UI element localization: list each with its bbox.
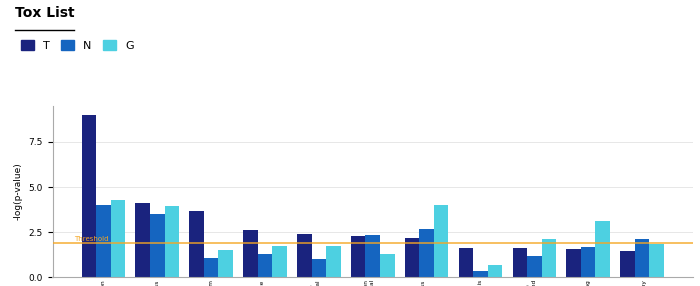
- Bar: [82, 115, 96, 277]
- Bar: [380, 254, 395, 277]
- Bar: [189, 210, 204, 277]
- Bar: [164, 206, 179, 277]
- Bar: [635, 239, 650, 277]
- Text: Threshold: Threshold: [74, 236, 108, 242]
- Bar: [111, 200, 125, 277]
- Bar: [512, 248, 527, 277]
- Bar: [351, 236, 365, 277]
- Bar: [258, 254, 272, 277]
- Bar: [136, 203, 150, 277]
- Bar: [620, 251, 635, 277]
- Bar: [150, 214, 164, 277]
- Bar: [527, 256, 542, 277]
- Bar: [566, 249, 581, 277]
- Bar: [458, 248, 473, 277]
- Text: Tox List: Tox List: [15, 6, 75, 20]
- Bar: [405, 238, 419, 277]
- Bar: [488, 265, 503, 277]
- Bar: [218, 250, 233, 277]
- Bar: [272, 246, 287, 277]
- Bar: [204, 259, 218, 277]
- Bar: [312, 259, 326, 277]
- Bar: [650, 244, 664, 277]
- Bar: [326, 246, 341, 277]
- Y-axis label: -log(p-value): -log(p-value): [14, 163, 23, 221]
- Bar: [96, 205, 111, 277]
- Bar: [297, 234, 312, 277]
- Bar: [365, 235, 380, 277]
- Bar: [419, 229, 434, 277]
- Bar: [581, 247, 596, 277]
- Bar: [434, 205, 449, 277]
- Bar: [243, 231, 258, 277]
- Bar: [473, 271, 488, 277]
- Bar: [596, 221, 610, 277]
- Bar: [542, 239, 557, 277]
- Legend: T, N, G: T, N, G: [21, 40, 134, 51]
